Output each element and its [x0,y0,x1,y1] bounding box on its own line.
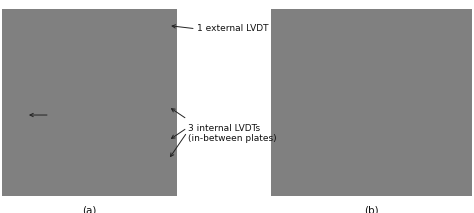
Text: 1 external LVDT: 1 external LVDT [197,24,268,33]
Text: (b): (b) [364,205,378,213]
Text: 3 internal LVDTs
(in-between plates): 3 internal LVDTs (in-between plates) [188,124,277,143]
Text: (a): (a) [82,205,97,213]
